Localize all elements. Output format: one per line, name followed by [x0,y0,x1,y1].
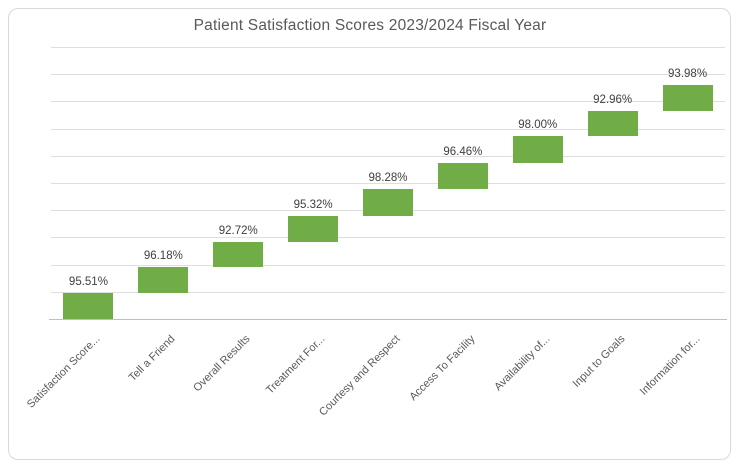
bar-data-label: 96.18% [143,249,183,262]
bar-segment-7[interactable] [512,136,563,163]
bar-segment-1[interactable] [63,293,114,319]
gridline [51,183,725,184]
bar-segment-4[interactable] [288,215,339,242]
bar-segment-5[interactable] [363,188,413,216]
gridline [51,155,725,157]
chart-title: Patient Satisfaction Scores 2023/2024 Fi… [193,17,547,34]
chart-border [8,8,731,460]
gridline [51,128,725,130]
bar-segment-3[interactable] [213,241,264,267]
x-axis-line [49,319,727,320]
bar-data-label: 92.96% [593,93,633,106]
gridline [51,47,725,48]
bar-data-label: 95.32% [293,198,333,211]
bar-data-label: 95.51% [68,276,108,289]
bar-data-label: 96.46% [443,145,483,158]
gridline [51,264,725,266]
bar-data-label: 98.28% [368,171,408,184]
gridline [51,291,725,293]
bar-segment-9[interactable] [662,85,713,111]
bar-data-label: 92.72% [218,224,258,237]
bar-data-label: 93.98% [668,68,708,81]
bar-segment-8[interactable] [587,110,638,137]
bar-data-label: 98.00% [518,119,558,132]
gridline [51,101,725,103]
bar-segment-2[interactable] [138,266,189,294]
gridline [51,237,725,239]
bar-segment-6[interactable] [437,162,488,189]
gridline [51,74,725,76]
